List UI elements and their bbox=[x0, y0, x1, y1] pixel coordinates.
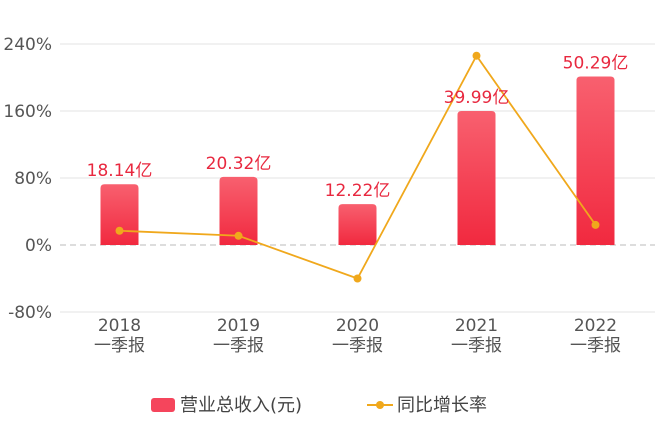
y-axis: 240% 160% 80% 0% -80% bbox=[3, 35, 52, 323]
growth-point bbox=[472, 51, 481, 60]
bar-data-label: 20.32亿 bbox=[206, 154, 272, 174]
y-tick-label: 160% bbox=[3, 102, 52, 122]
x-tick-year: 2018 bbox=[98, 316, 141, 336]
growth-point bbox=[353, 274, 362, 283]
revenue-bar bbox=[219, 176, 258, 245]
revenue-bar bbox=[576, 76, 615, 245]
y-tick-label: 240% bbox=[3, 35, 52, 55]
bar-data-label: 18.14亿 bbox=[87, 161, 153, 181]
x-tick-year: 2021 bbox=[455, 316, 498, 336]
x-tick-period: 一季报 bbox=[570, 336, 621, 356]
x-tick-year: 2019 bbox=[217, 316, 260, 336]
revenue-bar bbox=[100, 184, 139, 245]
legend-bar-swatch[interactable] bbox=[151, 398, 175, 412]
y-tick-label: 80% bbox=[14, 169, 52, 189]
legend-line-marker[interactable] bbox=[376, 401, 384, 409]
legend: 营业总收入(元) 同比增长率 bbox=[151, 395, 487, 416]
x-tick-period: 一季报 bbox=[451, 336, 502, 356]
x-tick-year: 2020 bbox=[336, 316, 379, 336]
x-tick-period: 一季报 bbox=[213, 336, 264, 356]
growth-point bbox=[115, 226, 124, 235]
data-labels: 18.14亿 20.32亿 12.22亿 39.99亿 50.29亿 bbox=[87, 54, 629, 202]
growth-point bbox=[591, 220, 600, 229]
x-tick-period: 一季报 bbox=[332, 336, 383, 356]
grid-lines bbox=[60, 43, 655, 313]
y-tick-label: 0% bbox=[25, 236, 52, 256]
growth-point bbox=[234, 231, 243, 240]
bar-data-label: 39.99亿 bbox=[444, 88, 510, 108]
y-tick-label: -80% bbox=[8, 303, 52, 323]
x-tick-period: 一季报 bbox=[94, 336, 145, 356]
bar-data-label: 50.29亿 bbox=[563, 54, 629, 74]
bar-data-label: 12.22亿 bbox=[325, 181, 391, 201]
revenue-bar bbox=[338, 204, 377, 245]
legend-line-label[interactable]: 同比增长率 bbox=[397, 395, 487, 416]
revenue-bar bbox=[457, 111, 496, 245]
x-tick-year: 2022 bbox=[574, 316, 617, 336]
bar-series bbox=[100, 76, 615, 245]
legend-bar-label[interactable]: 营业总收入(元) bbox=[180, 395, 302, 416]
line-series bbox=[115, 51, 600, 283]
